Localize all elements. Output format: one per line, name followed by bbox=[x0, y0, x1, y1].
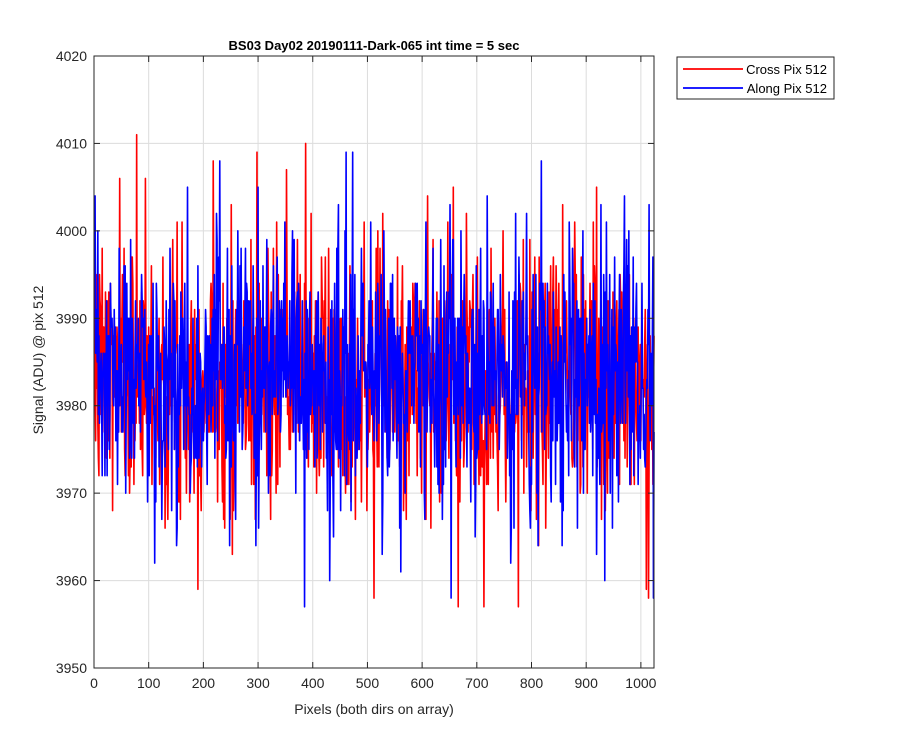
legend-box bbox=[676, 56, 835, 100]
tick-marks bbox=[93, 55, 654, 669]
x-tick-label: 400 bbox=[301, 675, 325, 691]
y-tick-label: 3960 bbox=[56, 573, 87, 589]
x-tick-label: 500 bbox=[356, 675, 380, 691]
axes-box bbox=[93, 55, 655, 669]
y-tick-label: 4000 bbox=[56, 223, 87, 239]
tick-labels: 0 100 200 300 400 500 600 700 800 900 1000 3950 3960… bbox=[56, 48, 657, 691]
y-tick-label: 4010 bbox=[56, 135, 87, 151]
chart-title: BS03 Day02 20190111-Dark-065 int time = … bbox=[229, 38, 520, 53]
x-tick-label: 900 bbox=[575, 675, 599, 691]
y-tick-label: 3980 bbox=[56, 398, 87, 414]
x-tick-label: 0 bbox=[90, 675, 98, 691]
y-tick-label: 3970 bbox=[56, 485, 87, 501]
x-tick-label: 300 bbox=[246, 675, 270, 691]
x-axis-label: Pixels (both dirs on array) bbox=[294, 701, 454, 717]
y-tick-label: 3950 bbox=[56, 660, 87, 676]
x-tick-label: 200 bbox=[192, 675, 216, 691]
legend-label-cross: Cross Pix 512 bbox=[746, 62, 827, 77]
y-axis-label: Signal (ADU) @ pix 512 bbox=[30, 285, 46, 434]
legend[interactable]: Cross Pix 512 Along Pix 512 bbox=[676, 56, 835, 100]
x-tick-label: 600 bbox=[410, 675, 434, 691]
y-tick-label: 4020 bbox=[56, 48, 87, 64]
x-tick-label: 100 bbox=[137, 675, 161, 691]
x-tick-label: 1000 bbox=[625, 675, 656, 691]
series-line-along-pix-512 bbox=[93, 151, 655, 608]
legend-label-along: Along Pix 512 bbox=[747, 81, 827, 96]
x-tick-label: 700 bbox=[465, 675, 489, 691]
y-tick-label: 3990 bbox=[56, 310, 87, 326]
series-group bbox=[93, 133, 655, 608]
x-tick-label: 800 bbox=[520, 675, 544, 691]
